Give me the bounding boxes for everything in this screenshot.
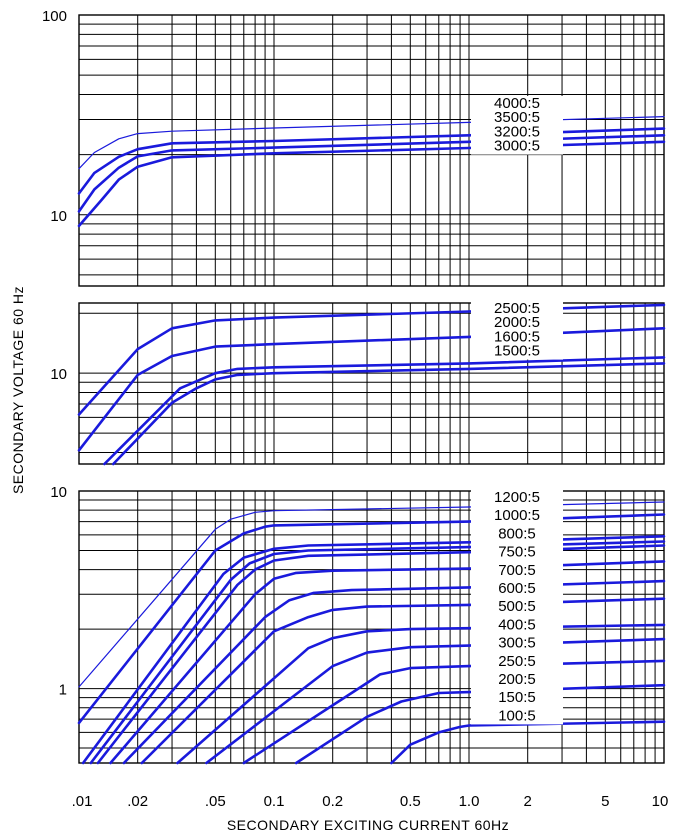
panel-frame — [78, 302, 665, 465]
curve-3000-5 — [77, 140, 666, 228]
curve-label: 250:5 — [498, 653, 536, 670]
curve-700-5 — [96, 544, 666, 765]
curve-1600-5 — [103, 356, 666, 466]
curve-600-5 — [109, 560, 666, 765]
x-tick-label: .02 — [127, 793, 148, 810]
label-box — [471, 301, 563, 360]
curve-4000-5 — [78, 115, 665, 170]
curve-2000-5 — [77, 326, 666, 452]
curve-label: 3000:5 — [494, 138, 540, 155]
curve-layer — [77, 115, 666, 765]
y-tick-label: 1 — [59, 682, 67, 699]
panel-frame — [78, 490, 665, 764]
curve-label: 750:5 — [498, 544, 536, 561]
curve-100-5 — [390, 720, 666, 765]
x-tick-label: 5 — [601, 793, 609, 810]
curve-3500-5 — [77, 127, 666, 195]
curve-label: 1600:5 — [494, 328, 540, 345]
curve-1200-5 — [78, 501, 665, 688]
curve-label: 2000:5 — [494, 314, 540, 331]
curve-2500-5 — [77, 303, 666, 416]
y-axis-label: SECONDARY VOLTAGE 60 Hz — [10, 286, 26, 494]
x-tick-label: 0.5 — [400, 793, 421, 810]
curve-label: 3200:5 — [494, 123, 540, 140]
y-tick-label: 10 — [50, 208, 67, 225]
curve-750-5 — [89, 540, 666, 765]
x-tick-label: 2 — [524, 793, 532, 810]
y-tick-label: 10 — [50, 366, 67, 383]
curve-label: 200:5 — [498, 671, 536, 688]
curve-800-5 — [81, 534, 666, 765]
label-box — [471, 96, 563, 155]
x-tick-label: 0.1 — [264, 793, 285, 810]
curve-label: 1500:5 — [494, 343, 540, 360]
y-tick-label: 10 — [50, 484, 67, 501]
curve-label: 100:5 — [498, 707, 536, 724]
panel-frame — [78, 14, 665, 287]
curve-3200-5 — [77, 134, 666, 213]
tick-layer: 100 10 10 10 1 .01 .02 .05 0.1 0.2 0.5 1.0 2 5 10 — [42, 8, 668, 810]
curve-label: 800:5 — [498, 525, 536, 542]
curve-1500-5 — [112, 362, 666, 466]
x-tick-label: 0.2 — [322, 793, 343, 810]
curve-label: 150:5 — [498, 689, 536, 706]
curve-label: 600:5 — [498, 580, 536, 597]
curve-label: 2500:5 — [494, 300, 540, 317]
curve-label: 4000:5 — [494, 95, 540, 112]
curve-250-5 — [205, 637, 666, 765]
curve-label: 400:5 — [498, 616, 536, 633]
curve-1000-5 — [77, 513, 666, 725]
x-tick-label: .05 — [205, 793, 226, 810]
curve-400-5 — [140, 597, 666, 765]
curve-label: 3500:5 — [494, 109, 540, 126]
label-box — [471, 490, 563, 725]
x-tick-label: 10 — [652, 793, 669, 810]
curve-label: 300:5 — [498, 635, 536, 652]
x-tick-label: 1.0 — [459, 793, 480, 810]
curve-300-5 — [176, 623, 666, 765]
y-tick-label: 100 — [42, 8, 67, 25]
curve-label: 700:5 — [498, 562, 536, 579]
x-tick-label: .01 — [72, 793, 93, 810]
curve-label: 1200:5 — [494, 489, 540, 506]
curve-label: 500:5 — [498, 598, 536, 615]
x-axis-label: SECONDARY EXCITING CURRENT 60Hz — [227, 817, 509, 833]
curve-500-5 — [122, 579, 666, 765]
curve-label: 1000:5 — [494, 507, 540, 524]
